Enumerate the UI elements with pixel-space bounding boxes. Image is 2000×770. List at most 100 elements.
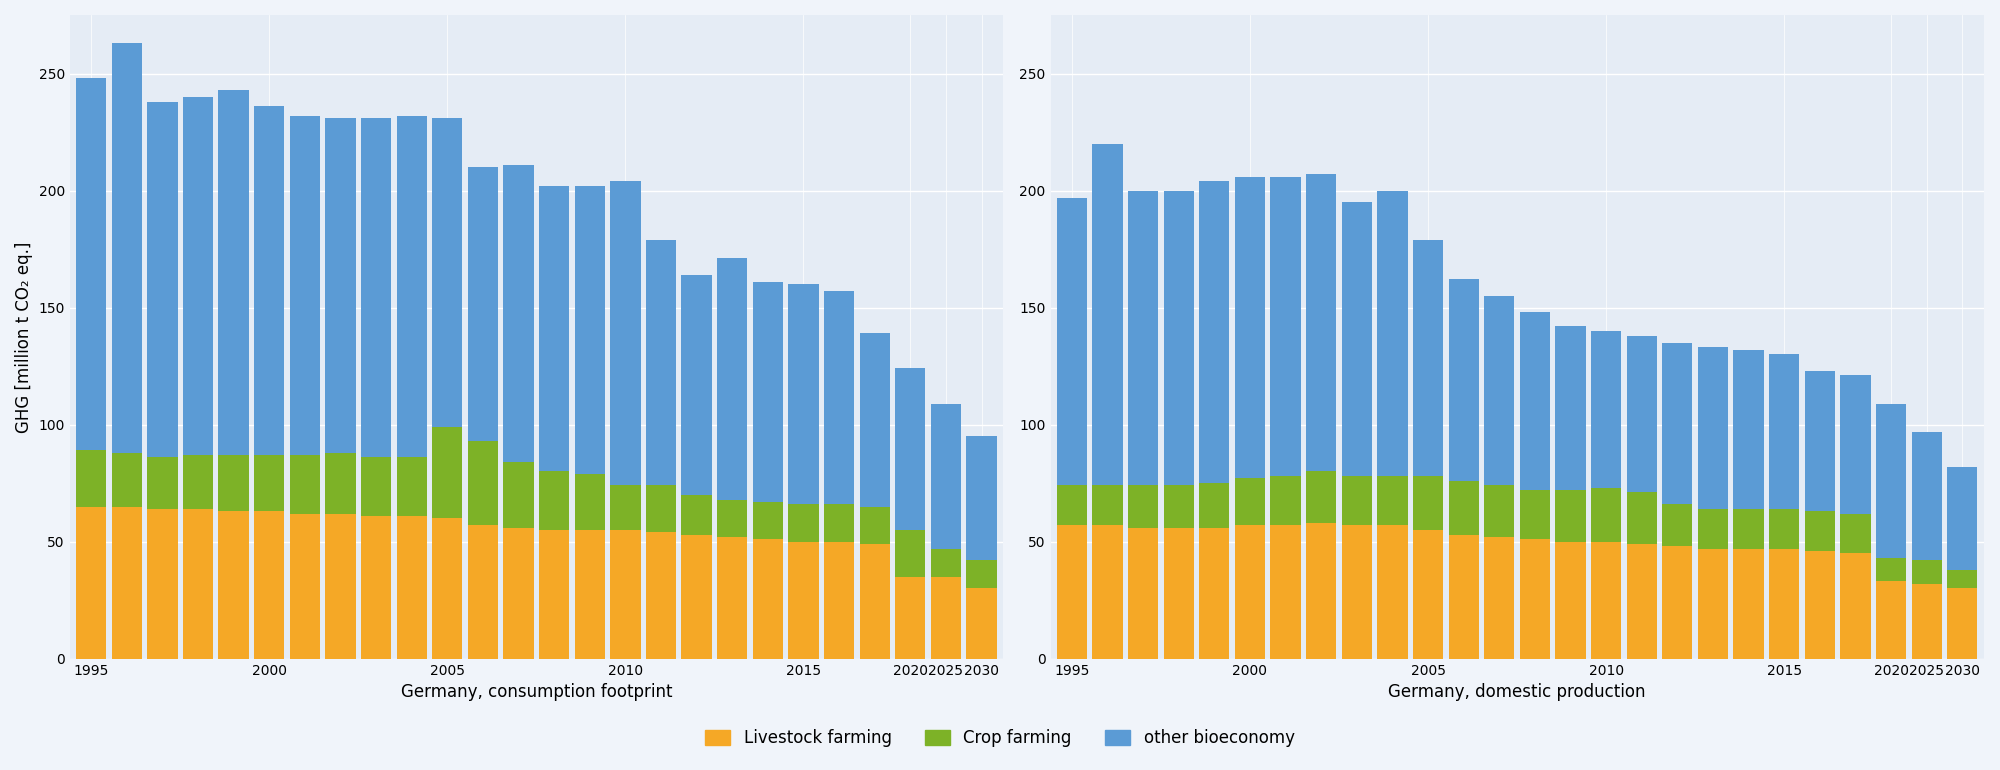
Bar xyxy=(1128,190,1158,485)
Bar xyxy=(218,455,248,511)
Bar xyxy=(824,504,854,541)
Bar xyxy=(1342,525,1372,658)
Bar xyxy=(290,455,320,514)
Bar xyxy=(112,507,142,658)
Bar xyxy=(432,118,462,427)
Bar xyxy=(1734,509,1764,549)
Bar xyxy=(1056,485,1088,525)
Bar xyxy=(1378,190,1408,476)
Bar xyxy=(1128,527,1158,658)
Bar xyxy=(1698,347,1728,509)
Bar xyxy=(1448,480,1478,534)
Bar xyxy=(1164,485,1194,527)
Bar xyxy=(1734,350,1764,509)
Bar xyxy=(788,284,818,504)
Bar xyxy=(360,516,392,658)
Bar xyxy=(182,509,214,658)
Bar xyxy=(1484,296,1514,485)
Bar xyxy=(966,588,996,658)
Bar xyxy=(824,541,854,658)
Bar xyxy=(1092,525,1122,658)
Bar xyxy=(1912,561,1942,584)
Bar xyxy=(930,403,962,549)
Bar xyxy=(930,577,962,658)
Bar xyxy=(1770,549,1800,658)
Bar xyxy=(1662,547,1692,658)
Bar xyxy=(860,507,890,544)
Bar xyxy=(788,504,818,541)
Bar xyxy=(610,530,640,658)
Bar xyxy=(896,577,926,658)
Y-axis label: GHG [million t CO₂ eq.]: GHG [million t CO₂ eq.] xyxy=(14,241,32,433)
Bar xyxy=(896,530,926,577)
Bar xyxy=(1056,525,1088,658)
Bar xyxy=(1520,313,1550,490)
Bar xyxy=(1590,541,1622,658)
Bar xyxy=(646,239,676,485)
Bar xyxy=(432,518,462,658)
Bar xyxy=(1626,336,1656,493)
Bar xyxy=(1234,176,1266,478)
Bar xyxy=(610,181,640,485)
Bar xyxy=(1448,280,1478,480)
Bar xyxy=(1590,488,1622,541)
Bar xyxy=(860,544,890,658)
Bar xyxy=(1556,326,1586,490)
Bar xyxy=(1200,181,1230,483)
Bar xyxy=(752,539,782,658)
Bar xyxy=(290,116,320,455)
Bar xyxy=(290,514,320,658)
Bar xyxy=(646,532,676,658)
Bar xyxy=(1164,527,1194,658)
Bar xyxy=(1840,376,1870,514)
Bar xyxy=(112,453,142,507)
Bar xyxy=(540,471,570,530)
Bar xyxy=(254,455,284,511)
Bar xyxy=(1448,534,1478,658)
Bar xyxy=(76,79,106,450)
Bar xyxy=(396,116,426,457)
Bar xyxy=(1306,174,1336,471)
Bar xyxy=(1804,551,1834,658)
Bar xyxy=(218,90,248,455)
Bar xyxy=(1948,588,1978,658)
Bar xyxy=(896,368,926,530)
Bar xyxy=(148,457,178,509)
Bar xyxy=(396,516,426,658)
Bar xyxy=(218,511,248,658)
Bar xyxy=(504,165,534,462)
Bar xyxy=(1128,485,1158,527)
Bar xyxy=(148,509,178,658)
Bar xyxy=(1306,523,1336,658)
Bar xyxy=(504,527,534,658)
Bar xyxy=(682,534,712,658)
Bar xyxy=(1698,549,1728,658)
Bar xyxy=(1164,190,1194,485)
Bar xyxy=(540,186,570,471)
Bar xyxy=(360,118,392,457)
Bar xyxy=(610,485,640,530)
Bar xyxy=(752,282,782,502)
Bar xyxy=(1876,558,1906,581)
X-axis label: Germany, domestic production: Germany, domestic production xyxy=(1388,683,1646,701)
Bar xyxy=(254,511,284,658)
Bar xyxy=(1948,467,1978,570)
Bar xyxy=(326,514,356,658)
Bar xyxy=(1948,570,1978,588)
Bar xyxy=(1912,584,1942,658)
Bar xyxy=(1662,504,1692,547)
Bar xyxy=(1342,203,1372,476)
Bar xyxy=(1092,144,1122,485)
Bar xyxy=(1520,490,1550,539)
Bar xyxy=(574,474,604,530)
Bar xyxy=(1840,514,1870,554)
Bar xyxy=(860,333,890,507)
Bar xyxy=(1270,476,1300,525)
Bar xyxy=(1912,432,1942,561)
Bar xyxy=(1484,537,1514,658)
Bar xyxy=(1234,478,1266,525)
Bar xyxy=(1626,493,1656,544)
Bar xyxy=(360,457,392,516)
Bar xyxy=(432,427,462,518)
Bar xyxy=(966,437,996,561)
